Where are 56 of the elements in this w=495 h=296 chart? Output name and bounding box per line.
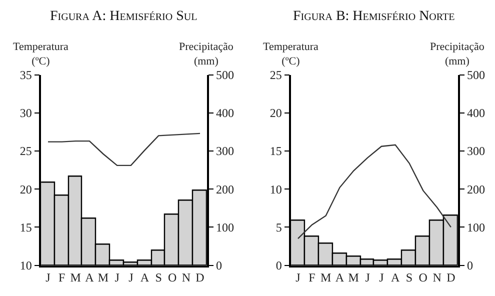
y-tick-label: 20 [270, 106, 282, 120]
y2-axis-title: Precipitação (mm) [430, 41, 485, 68]
x-tick-label: N [182, 270, 191, 284]
y2-tick-label: 0 [216, 258, 222, 272]
y-tick-label: 10 [270, 182, 282, 196]
y2-tick-label: 300 [467, 144, 486, 158]
x-tick-label: O [168, 270, 178, 284]
y2-tick-label: 200 [467, 182, 486, 196]
y-tick-label: 30 [20, 106, 32, 120]
chart-title: Figura B: Hemisfério Norte [293, 9, 455, 24]
y-tick-label: 10 [20, 258, 32, 272]
x-tick-label: D [446, 270, 456, 284]
y-axis-title: Temperatura (ºC) [13, 41, 69, 68]
x-tick-label: M [348, 270, 360, 284]
x-tick-label: D [196, 270, 205, 284]
x-tick-label: J [46, 270, 51, 284]
y2-tick-label: 400 [216, 106, 234, 120]
y-axis-title: Temperatura (ºC) [263, 41, 319, 68]
y2-tick-label: 100 [467, 220, 486, 234]
x-tick-label: A [335, 270, 344, 284]
y-tick-label: 0 [276, 258, 282, 272]
x-tick-label: M [320, 270, 332, 284]
y-tick-label: 15 [270, 144, 282, 158]
y2-tick-label: 400 [467, 106, 486, 120]
x-tick-label: J [365, 270, 370, 284]
line-series [297, 144, 452, 240]
x-tick-label: A [85, 270, 94, 284]
y2-axis-title: Precipitação (mm) [179, 41, 234, 68]
x-tick-label: F [58, 270, 66, 284]
y2-tick-label: 100 [216, 220, 234, 234]
y-tick-label: 20 [20, 182, 32, 196]
y-tick-label: 25 [270, 68, 282, 82]
x-tick-label: J [296, 270, 301, 284]
x-tick-label: M [98, 270, 109, 284]
x-tick-label: A [140, 270, 150, 284]
y2-tick-label: 500 [216, 68, 234, 82]
chart-title: Figura A: Hemisfério Sul [50, 9, 198, 24]
y2-tick-label: 0 [467, 258, 474, 272]
x-tick-label: F [308, 270, 316, 284]
y-tick-label: 5 [276, 220, 282, 234]
x-tick-label: J [114, 270, 120, 284]
x-tick-label: S [406, 270, 413, 284]
y2-tick-label: 500 [467, 68, 486, 82]
x-tick-label: M [70, 270, 82, 284]
y2-tick-label: 200 [216, 182, 234, 196]
y-tick-label: 15 [20, 220, 32, 234]
y-tick-label: 35 [20, 68, 32, 82]
x-tick-label: A [390, 270, 400, 284]
y2-tick-label: 300 [216, 144, 234, 158]
x-tick-label: N [432, 270, 442, 284]
x-tick-label: J [379, 270, 384, 284]
y-tick-label: 25 [20, 144, 32, 158]
x-tick-label: S [155, 270, 162, 284]
x-tick-label: O [418, 270, 428, 284]
line-series [47, 132, 201, 166]
x-tick-label: J [128, 270, 134, 284]
